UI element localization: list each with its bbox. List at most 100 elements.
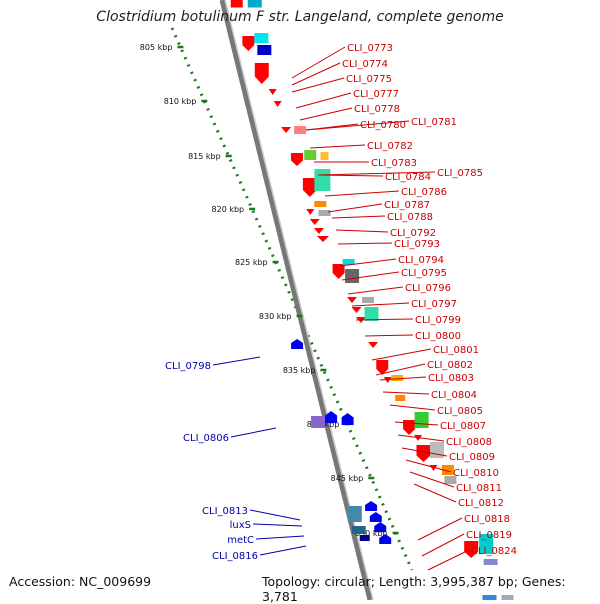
gene-label-reverse: metC — [227, 535, 254, 546]
kbp-tick-label: 830 kbp — [259, 312, 292, 321]
gene-label-forward: CLI_0800 — [415, 331, 461, 342]
gene-arrow-forward-small — [281, 127, 292, 133]
gene-arrow-forward — [242, 36, 255, 51]
gene-label-leader — [405, 459, 452, 473]
gene-label-forward: CLI_0783 — [371, 158, 417, 169]
gene-label-forward: CLI_0785 — [437, 168, 483, 179]
gene-label-leader — [299, 107, 353, 121]
gene-feature-block — [230, 0, 243, 8]
gene-feature-block-reverse — [311, 416, 326, 428]
gene-label-leader — [324, 190, 400, 197]
gene-label-forward: CLI_0788 — [387, 212, 433, 223]
gene-arrow-forward — [416, 445, 431, 462]
gene-label-leader — [291, 46, 346, 79]
gene-feature-block — [414, 412, 429, 428]
gene-arrow-forward-small — [383, 377, 392, 383]
gene-feature-block — [314, 201, 327, 207]
gene-arrow-forward-small — [306, 209, 315, 215]
gene-label-leader — [371, 348, 432, 361]
gene-label-forward: CLI_0774 — [342, 59, 388, 70]
gene-label-forward: CLI_0778 — [354, 104, 400, 115]
gene-label-leader — [335, 229, 389, 233]
kbp-scale-ring — [170, 27, 414, 571]
gene-label-leader — [421, 533, 465, 557]
gene-label-forward: CLI_0824 — [471, 546, 517, 557]
gene-label-reverse: CLI_0806 — [183, 433, 229, 444]
gene-feature-block — [362, 297, 374, 303]
gene-label-reverse: CLI_0813 — [202, 506, 248, 517]
gene-feature-block — [304, 150, 317, 160]
gene-label-leader — [389, 404, 436, 411]
gene-feature-block — [254, 33, 269, 43]
gene-label-leader — [337, 242, 393, 245]
gene-arrow-forward — [332, 264, 345, 279]
gene-label-leader — [230, 427, 277, 438]
gene-label-forward: CLI_0810 — [453, 468, 499, 479]
gene-label-leader — [375, 363, 426, 376]
gene-label-leader — [255, 535, 305, 540]
gene-label-leader — [417, 517, 463, 541]
gene-arrow-reverse — [291, 339, 304, 349]
gene-arrow-forward — [254, 63, 269, 84]
gene-label-reverse: CLI_0816 — [212, 551, 258, 562]
kbp-tick-label: 815 kbp — [188, 152, 221, 161]
gene-label-forward: CLI_0804 — [431, 390, 477, 401]
gene-label-forward: CLI_0801 — [433, 345, 479, 356]
kbp-tick-label: 835 kbp — [283, 366, 316, 375]
gene-arrow-reverse — [341, 413, 354, 425]
gene-arrow-forward-small — [313, 228, 324, 234]
gene-label-leader — [291, 77, 345, 93]
gene-label-leader — [309, 144, 366, 149]
gene-feature-block — [444, 476, 457, 484]
gene-label-leader — [317, 171, 436, 176]
gene-label-leader — [351, 302, 410, 307]
gene-label-leader — [341, 271, 400, 281]
gene-label-forward: CLI_0809 — [449, 452, 495, 463]
gene-label-leader — [413, 483, 457, 503]
gene-feature-block-reverse — [351, 526, 366, 534]
genome-backbone — [219, 0, 373, 601]
gene-label-forward: CLI_0784 — [385, 172, 431, 183]
gene-label-forward: CLI_0812 — [458, 498, 504, 509]
gene-label-forward: CLI_0796 — [405, 283, 451, 294]
gene-feature-block — [294, 126, 307, 134]
gene-feature-block — [257, 45, 272, 55]
gene-label-leader — [212, 356, 261, 366]
kbp-tick-label: 820 kbp — [212, 205, 245, 214]
gene-label-forward: CLI_0781 — [411, 117, 457, 128]
gene-arrow-forward — [290, 153, 303, 166]
gene-feature-block — [482, 595, 497, 601]
gene-label-forward: CLI_0792 — [390, 228, 436, 239]
gene-label-forward: CLI_0807 — [440, 421, 486, 432]
gene-label-leader — [379, 376, 427, 381]
kbp-tick-label: 825 kbp — [235, 258, 268, 267]
gene-feature-block-reverse — [359, 535, 370, 541]
gene-arrow-forward — [464, 541, 479, 558]
gene-label-leader — [364, 334, 414, 337]
gene-feature-block — [364, 307, 379, 321]
gene-arrow-forward-small — [347, 297, 357, 303]
gene-label-forward: CLI_0803 — [428, 373, 474, 384]
gene-label-forward: CLI_0808 — [446, 437, 492, 448]
gene-label-forward: CLI_0793 — [394, 239, 440, 250]
gene-label-forward: CLI_0787 — [384, 200, 430, 211]
gene-label-leader — [252, 523, 303, 527]
gene-feature-block-reverse — [347, 506, 362, 522]
gene-label-forward: CLI_0805 — [437, 406, 483, 417]
gene-label-leader — [382, 391, 430, 395]
gene-label-forward: CLI_0773 — [347, 43, 393, 54]
gene-label-forward: CLI_0818 — [464, 514, 510, 525]
gene-label-leader — [305, 120, 410, 131]
gene-label-forward: CLI_0802 — [427, 360, 473, 371]
gene-label-reverse: CLI_0798 — [165, 361, 211, 372]
gene-feature-block — [479, 534, 494, 554]
gene-label-forward: CLI_0811 — [456, 483, 502, 494]
gene-arrow-forward — [376, 360, 389, 375]
gene-label-forward: CLI_0794 — [398, 255, 444, 266]
kbp-tick-label: 850 kbp — [355, 529, 388, 538]
gene-feature-block — [501, 595, 514, 601]
genome-title: Clostridium botulinum F str. Langeland, … — [96, 9, 504, 25]
gene-arrow-forward-small — [268, 89, 277, 95]
